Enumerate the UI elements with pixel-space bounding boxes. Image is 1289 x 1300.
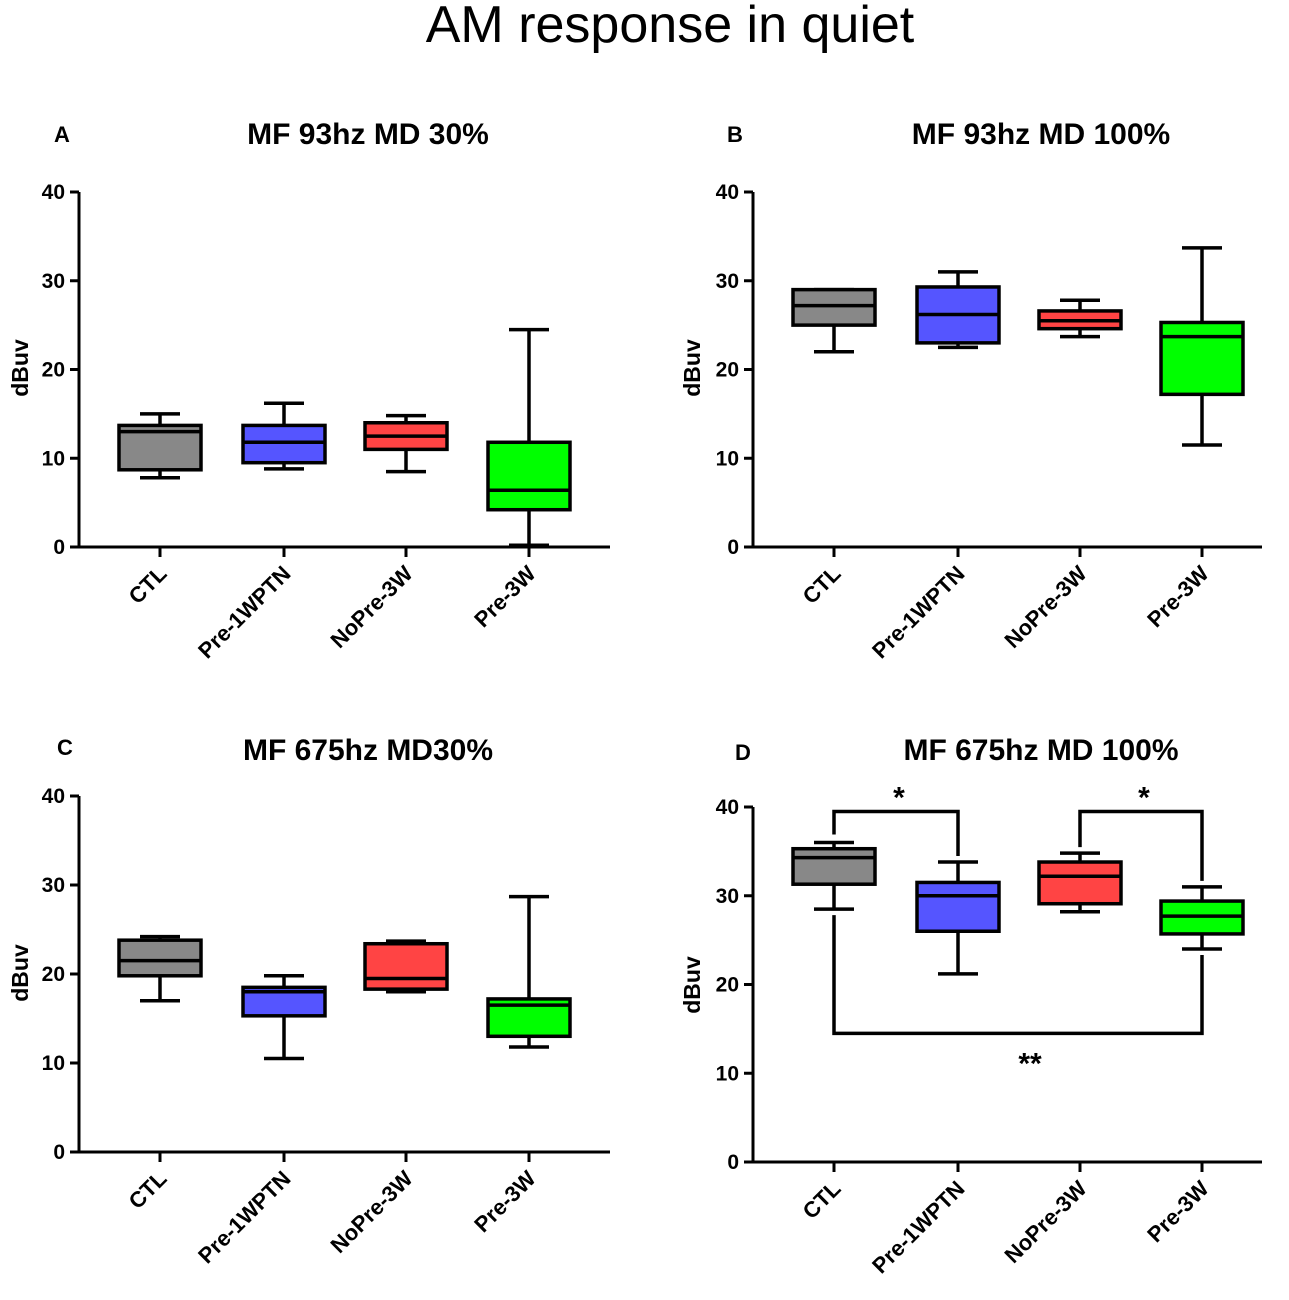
panel-a-y-axis-label: dBuv — [7, 339, 33, 397]
panel-d-category-label-ctl: CTL — [798, 1176, 846, 1224]
panel-a-box-pre-3w — [486, 440, 572, 512]
panel-a: A MF 93hz MD 30% dBuv 0 10 20 30 40 CTL Pre-1WPTN… — [7, 118, 610, 663]
panel-c-y-tick-label-20: 20 — [42, 963, 65, 986]
panel-c: C MF 675hz MD30% dBuv 0 10 20 30 40 CTL Pre-1WPTN… — [7, 734, 610, 1268]
panel-d-box-pre-1wptn — [915, 880, 1001, 933]
panel-c-letter: C — [57, 735, 73, 760]
panel-d-category-label-nopre-3w: NoPre-3W — [1000, 1176, 1092, 1268]
panel-d-y-tick-label-0: 0 — [727, 1151, 739, 1174]
panel-b-y-tick-label-30: 30 — [716, 270, 739, 293]
panel-b-title: MF 93hz MD 100% — [912, 118, 1170, 151]
panel-b-box-pre-3w — [1159, 320, 1245, 397]
panel-d-significance-bracket-2 — [832, 915, 1204, 1036]
panel-d-y-tick-label-10: 10 — [716, 1062, 739, 1085]
panel-d-significance-label-2: ** — [1018, 1047, 1042, 1080]
panel-d-significance-bracket-1 — [1078, 809, 1204, 881]
panel-a-y-tick-label-10: 10 — [42, 447, 65, 470]
panel-a-category-label-pre-1wptn: Pre-1WPTN — [193, 561, 295, 663]
panel-a-box-pre-1wptn — [241, 423, 327, 465]
panel-c-box-nopre-3w — [363, 941, 449, 991]
panel-d-box-nopre-3w — [1037, 860, 1123, 906]
panel-c-y-tick-label-40: 40 — [42, 785, 65, 808]
panel-c-category-label-pre-3w: Pre-3W — [469, 1166, 540, 1237]
panel-c-y-tick-label-0: 0 — [53, 1141, 65, 1164]
panel-b-y-axis-label: dBuv — [679, 339, 705, 397]
panel-d-category-label-pre-3w: Pre-3W — [1142, 1176, 1213, 1247]
panel-c-y-axis-label: dBuv — [7, 944, 33, 1002]
panel-b-y-tick-label-20: 20 — [716, 359, 739, 382]
panel-c-category-label-nopre-3w: NoPre-3W — [326, 1166, 418, 1258]
panel-d-significance-label-0: * — [893, 781, 905, 814]
panel-b-category-label-pre-1wptn: Pre-1WPTN — [867, 561, 969, 663]
panel-d-y-tick-label-30: 30 — [716, 885, 739, 908]
panel-b-category-label-nopre-3w: NoPre-3W — [1000, 561, 1092, 653]
panel-a-y-tick-label-30: 30 — [42, 270, 65, 293]
panel-b-category-label-pre-3w: Pre-3W — [1142, 561, 1213, 632]
panel-c-y-tick-label-10: 10 — [42, 1052, 65, 1075]
panel-a-category-label-ctl: CTL — [124, 561, 172, 609]
panel-c-y-tick-label-30: 30 — [42, 874, 65, 897]
panel-b-letter: B — [727, 122, 743, 147]
panel-d-box-ctl — [791, 846, 877, 886]
panel-d-letter: D — [735, 740, 751, 765]
panel-d-category-label-pre-1wptn: Pre-1WPTN — [867, 1176, 969, 1278]
panel-a-y-tick-label-20: 20 — [42, 359, 65, 382]
panel-a-letter: A — [54, 122, 70, 147]
panel-b: B MF 93hz MD 100% dBuv 0 10 20 30 40 CTL Pre-1WPT… — [679, 118, 1262, 663]
panel-d-y-tick-label-20: 20 — [716, 974, 739, 997]
panel-b-box-ctl — [791, 287, 877, 327]
panel-d-significance-label-1: * — [1138, 781, 1150, 814]
panel-d-significance-bracket-0 — [832, 809, 960, 857]
panel-b-y-tick-label-40: 40 — [716, 181, 739, 204]
panel-c-box-ctl — [117, 938, 203, 978]
panel-a-category-label-pre-3w: Pre-3W — [469, 561, 540, 632]
figure-title: AM response in quiet — [426, 0, 915, 54]
panel-d-y-axis-label: dBuv — [679, 956, 705, 1014]
panel-d: D MF 675hz MD 100% dBuv 0 10 20 30 40 CTL Pre-1WP… — [679, 734, 1262, 1278]
panel-d-y-tick-label-40: 40 — [716, 796, 739, 819]
panel-c-category-label-ctl: CTL — [124, 1166, 172, 1214]
panels-container: A MF 93hz MD 30% dBuv 0 10 20 30 40 CTL Pre-1WPTN… — [7, 118, 1262, 1278]
panel-a-category-label-nopre-3w: NoPre-3W — [326, 561, 418, 653]
panel-d-title: MF 675hz MD 100% — [903, 734, 1178, 767]
panel-c-category-label-pre-1wptn: Pre-1WPTN — [193, 1166, 295, 1268]
panel-b-y-tick-label-0: 0 — [727, 536, 739, 559]
panel-a-y-tick-label-0: 0 — [53, 536, 65, 559]
panel-a-y-tick-label-40: 40 — [42, 181, 65, 204]
panel-b-y-tick-label-10: 10 — [716, 447, 739, 470]
panel-a-title: MF 93hz MD 30% — [247, 118, 489, 151]
panel-b-category-label-ctl: CTL — [798, 561, 846, 609]
panel-c-title: MF 675hz MD30% — [243, 734, 493, 767]
